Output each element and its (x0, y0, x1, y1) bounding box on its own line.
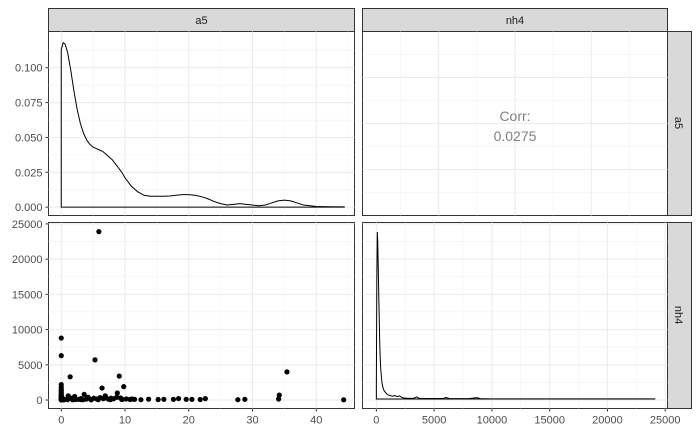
x-tick-label-a5: 20 (183, 415, 195, 427)
correlation-label: Corr: (499, 108, 530, 124)
x-tick-label-a5: 40 (310, 415, 322, 427)
y-tick-label-density: 0.025 (15, 167, 43, 179)
y-tick-label-density: 0.050 (15, 132, 43, 144)
scatter-point (58, 335, 64, 341)
scatter-point (65, 393, 71, 399)
strip-row-nh4-label: nh4 (672, 306, 684, 324)
panel-a5-nh4-scatter (48, 222, 355, 409)
panel-frame-tl (48, 31, 355, 216)
scatter-point (119, 396, 125, 403)
scatter-point (197, 396, 203, 403)
scatter-point (161, 396, 167, 402)
scatter-point (202, 396, 208, 402)
a5-density-line (60, 41, 345, 208)
x-tick-label-nh4: 5000 (422, 415, 446, 427)
scatter-point (276, 392, 282, 398)
x-tick-label-nh4: 10000 (477, 415, 508, 427)
scatter-point (341, 397, 347, 403)
strip-col-nh4-label: nh4 (506, 15, 524, 27)
x-tick-label-a5: 0 (58, 415, 64, 427)
scatter-point (242, 396, 248, 402)
scatter-point (276, 396, 282, 402)
scatter-point (129, 396, 135, 402)
panel-a5-density (48, 31, 355, 216)
scatter-point (284, 369, 290, 375)
scatter-point (95, 397, 101, 403)
y-tick-label-nh4: 15000 (12, 289, 43, 301)
scatter-point (235, 397, 241, 403)
x-tick-label-nh4: 15000 (534, 415, 565, 427)
y-tick-label-density: 0.100 (15, 63, 43, 75)
scatter-point (123, 396, 129, 402)
scatter-point (170, 396, 177, 402)
y-tick-label-nh4: 10000 (12, 325, 43, 337)
x-tick-label-a5: 30 (246, 415, 258, 427)
panel-correlation (362, 31, 668, 216)
x-axis-nh4: 0 5000 10000 15000 20000 25000 (373, 408, 681, 427)
x-tick-label-nh4: 20000 (592, 415, 623, 427)
scatter-point (88, 397, 94, 403)
nh4-density-line (375, 231, 656, 400)
panel-frame-br (362, 222, 668, 409)
scatter-point (116, 373, 122, 379)
scatter-point (121, 384, 127, 390)
correlation-value: 0.0275 (494, 128, 537, 144)
strip-row-a5-label: a5 (672, 117, 684, 129)
x-tick-label-nh4: 25000 (650, 415, 681, 427)
scatter-point (67, 374, 73, 380)
y-tick-label-nh4: 5000 (18, 360, 42, 372)
y-tick-label-nh4: 0 (36, 395, 42, 407)
x-axis-a5: 0 10 20 30 40 (58, 408, 322, 427)
y-tick-label-nh4: 20000 (12, 254, 43, 266)
scatter-point (114, 394, 120, 400)
scatter-point (58, 353, 64, 359)
strip-row-a5 (667, 31, 692, 216)
y-tick-label-density: 0.075 (15, 98, 43, 110)
y-tick-label-density: 0.000 (15, 202, 43, 214)
panel-nh4-density (362, 222, 668, 409)
scatter-point (114, 390, 120, 396)
scatter-point (81, 391, 87, 398)
scatter-point (189, 396, 195, 402)
scatter-point (145, 396, 152, 402)
scatter-point (79, 397, 85, 403)
scatter-point (183, 396, 189, 402)
y-axis-density: 0.000 0.025 0.050 0.075 0.100 (15, 63, 49, 214)
x-tick-label-a5: 10 (119, 415, 131, 427)
strip-col-a5-label: a5 (195, 15, 207, 27)
scatter-point (96, 229, 102, 235)
y-axis-nh4: 0 5000 10000 15000 20000 25000 (12, 219, 49, 407)
scatter-point (70, 397, 76, 403)
scatter-point (102, 393, 108, 399)
scatter-point (92, 357, 98, 363)
scatter-point (107, 397, 113, 403)
y-tick-label-nh4: 25000 (12, 219, 43, 231)
scatter-point (175, 396, 182, 402)
scatter-point (99, 385, 105, 391)
scatter-point (155, 396, 161, 403)
x-tick-label-nh4: 0 (373, 415, 379, 427)
scatter-point (138, 397, 144, 403)
scatter-point (61, 397, 67, 403)
panel-frame-bl (48, 222, 355, 409)
